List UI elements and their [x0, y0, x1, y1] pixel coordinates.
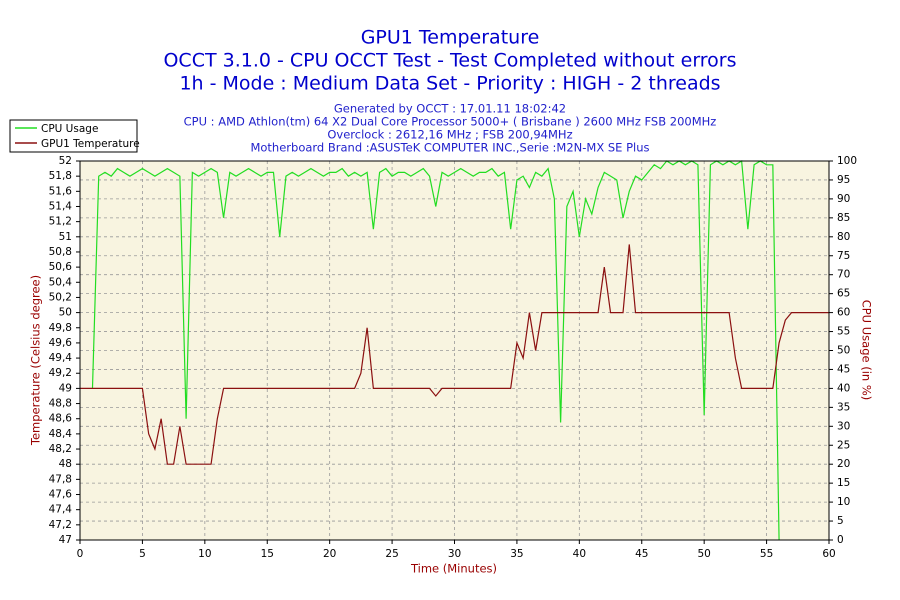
y2-tick-label: 85: [837, 212, 850, 224]
y2-tick-label: 80: [837, 231, 850, 243]
y2-tick-label: 0: [837, 534, 844, 546]
series-line: [91, 159, 780, 541]
y-tick-label: 47: [59, 534, 72, 546]
x-axis-label: Time (Minutes): [410, 562, 497, 576]
y-tick-label: 49,2: [49, 367, 72, 379]
y-tick-label: 50,4: [49, 276, 73, 288]
chart-title: GPU1 Temperature: [361, 27, 540, 49]
y-tick-label: 49: [59, 382, 72, 394]
y-tick-label: 51: [59, 231, 72, 243]
y-tick-label: 51,8: [49, 170, 72, 182]
y2-tick-label: 45: [837, 363, 850, 375]
info: Motherboard Brand :ASUSTeK COMPUTER INC.…: [250, 141, 649, 155]
legend: CPU Usage GPU1 Temperature: [9, 119, 140, 153]
x-tick-label: 20: [323, 548, 336, 560]
y2-tick-label: 95: [837, 174, 850, 186]
x-tick-label: 25: [385, 548, 398, 560]
x-tick-label: 45: [635, 548, 648, 560]
y2-tick-label: 30: [837, 420, 850, 432]
y-tick-label: 48,6: [49, 413, 73, 425]
y-tick-label: 48,2: [49, 443, 72, 455]
y2-tick-label: 50: [837, 345, 850, 357]
legend-box: [9, 119, 138, 153]
info: Overclock : 2612,16 MHz ; FSB 200,94MHz: [327, 128, 572, 142]
y2-tick-label: 90: [837, 193, 850, 205]
y-tick-label: 48: [59, 458, 72, 470]
lines: [80, 159, 829, 541]
x-tick-label: 60: [822, 548, 835, 560]
legend-label: CPU Usage: [41, 123, 98, 135]
x-tick-label: 15: [261, 548, 274, 560]
y-tick-label: 51,6: [49, 185, 73, 197]
y2-tick-label: 20: [837, 458, 850, 470]
x-tick-label: 40: [573, 548, 586, 560]
y-tick-label: 50,2: [49, 291, 72, 303]
subtitle: OCCT 3.1.0 - CPU OCCT Test - Test Comple…: [163, 50, 736, 72]
y-axis-label: Temperature (Celsius degree): [29, 275, 43, 446]
y-tick-label: 47,2: [49, 519, 72, 531]
x-tick-label: 55: [760, 548, 773, 560]
y-tick-label: 47,4: [49, 504, 73, 516]
x-tick-label: 5: [139, 548, 146, 560]
y2-tick-label: 60: [837, 307, 850, 319]
y-tick-label: 50,6: [49, 261, 73, 273]
info: Generated by OCCT : 17.01.11 18:02:42: [334, 102, 566, 116]
y-tick-label: 50: [59, 307, 72, 319]
y-tick-label: 51,2: [49, 216, 72, 228]
y2-tick-label: 15: [837, 477, 850, 489]
info: CPU : AMD Athlon(tm) 64 X2 Dual Core Pro…: [184, 115, 717, 129]
x-tick-label: 0: [77, 548, 84, 560]
x-tick-label: 10: [198, 548, 211, 560]
legend-label: GPU1 Temperature: [41, 138, 140, 150]
y-tick-label: 48,8: [49, 398, 72, 410]
x-tick-label: 35: [510, 548, 523, 560]
y2-tick-label: 40: [837, 382, 850, 394]
series-line: [80, 244, 829, 465]
x-tick-label: 50: [697, 548, 710, 560]
y2-axis-label: CPU Usage (in %): [860, 300, 874, 401]
y-tick-label: 47,8: [49, 473, 72, 485]
y2-tick-label: 35: [837, 401, 850, 413]
x-tick-label: 30: [448, 548, 461, 560]
y2-tick-label: 10: [837, 496, 850, 508]
subtitle: 1h - Mode : Medium Data Set - Priority :…: [179, 73, 720, 95]
y2-tick-label: 65: [837, 288, 850, 300]
y2-tick-label: 70: [837, 269, 850, 281]
y-tick-label: 51,4: [49, 200, 73, 212]
y-tick-label: 48,4: [49, 428, 73, 440]
y-tick-label: 49,6: [49, 337, 73, 349]
y-tick-label: 49,8: [49, 322, 72, 334]
y2-tick-label: 55: [837, 326, 850, 338]
y2-tick-label: 100: [837, 155, 857, 167]
y-tick-label: 47,6: [49, 489, 73, 501]
y2-tick-label: 25: [837, 439, 850, 451]
y-tick-label: 49,4: [49, 352, 73, 364]
y2-tick-label: 5: [837, 515, 844, 527]
y-tick-label: 52: [59, 155, 72, 167]
y-tick-label: 50,8: [49, 246, 72, 258]
y2-tick-label: 75: [837, 250, 850, 262]
